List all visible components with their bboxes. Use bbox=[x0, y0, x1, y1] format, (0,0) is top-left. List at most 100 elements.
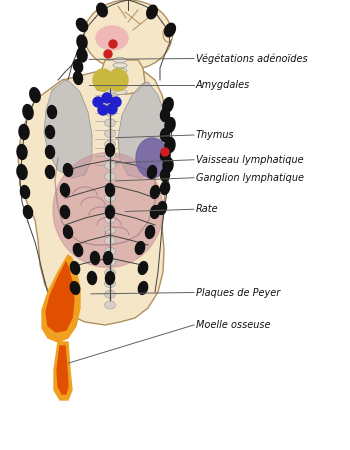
Ellipse shape bbox=[96, 26, 128, 50]
Ellipse shape bbox=[46, 126, 55, 139]
Ellipse shape bbox=[77, 35, 87, 49]
Ellipse shape bbox=[93, 69, 113, 91]
Ellipse shape bbox=[105, 237, 116, 245]
Circle shape bbox=[109, 40, 117, 48]
Ellipse shape bbox=[63, 225, 72, 238]
Circle shape bbox=[107, 104, 117, 114]
Ellipse shape bbox=[74, 72, 83, 85]
Polygon shape bbox=[42, 255, 80, 342]
Ellipse shape bbox=[105, 144, 114, 157]
Text: Vaisseau lymphatique: Vaisseau lymphatique bbox=[196, 155, 304, 165]
Text: Plaques de Peyer: Plaques de Peyer bbox=[196, 288, 280, 297]
Ellipse shape bbox=[161, 129, 169, 141]
Ellipse shape bbox=[105, 205, 116, 212]
Ellipse shape bbox=[46, 145, 55, 158]
Ellipse shape bbox=[113, 63, 127, 68]
Ellipse shape bbox=[105, 98, 116, 105]
Ellipse shape bbox=[105, 87, 116, 94]
Ellipse shape bbox=[163, 26, 173, 42]
Ellipse shape bbox=[88, 271, 97, 284]
Ellipse shape bbox=[165, 117, 175, 132]
Ellipse shape bbox=[161, 108, 169, 122]
Ellipse shape bbox=[105, 130, 116, 138]
Circle shape bbox=[93, 97, 103, 107]
Ellipse shape bbox=[105, 194, 116, 202]
Ellipse shape bbox=[160, 181, 169, 194]
Ellipse shape bbox=[113, 90, 127, 94]
Ellipse shape bbox=[105, 151, 116, 159]
Ellipse shape bbox=[91, 252, 99, 265]
Ellipse shape bbox=[76, 18, 88, 32]
Text: Moelle osseuse: Moelle osseuse bbox=[196, 320, 271, 330]
Polygon shape bbox=[54, 342, 72, 400]
Ellipse shape bbox=[146, 225, 155, 238]
Text: Thymus: Thymus bbox=[196, 130, 235, 140]
Ellipse shape bbox=[161, 148, 169, 162]
Ellipse shape bbox=[138, 282, 148, 294]
Ellipse shape bbox=[165, 138, 175, 153]
Ellipse shape bbox=[23, 104, 33, 119]
Ellipse shape bbox=[113, 84, 127, 89]
Circle shape bbox=[104, 50, 112, 58]
Ellipse shape bbox=[105, 119, 116, 127]
Ellipse shape bbox=[164, 23, 175, 37]
Ellipse shape bbox=[163, 158, 173, 172]
Ellipse shape bbox=[17, 165, 27, 180]
Polygon shape bbox=[46, 262, 74, 332]
Ellipse shape bbox=[105, 290, 116, 298]
Ellipse shape bbox=[77, 48, 87, 62]
Ellipse shape bbox=[147, 5, 157, 19]
Text: Amygdales: Amygdales bbox=[196, 80, 250, 90]
Ellipse shape bbox=[158, 202, 167, 215]
Ellipse shape bbox=[105, 226, 116, 234]
Ellipse shape bbox=[105, 279, 116, 288]
Ellipse shape bbox=[61, 184, 70, 197]
Polygon shape bbox=[118, 82, 166, 178]
Ellipse shape bbox=[113, 68, 127, 73]
Polygon shape bbox=[44, 80, 92, 178]
Polygon shape bbox=[97, 60, 145, 94]
Text: Rate: Rate bbox=[196, 204, 219, 214]
Text: Ganglion lymphatique: Ganglion lymphatique bbox=[196, 173, 304, 183]
Text: Végétations adénoïdes: Végétations adénoïdes bbox=[196, 53, 308, 64]
Ellipse shape bbox=[105, 172, 116, 180]
Circle shape bbox=[111, 97, 121, 107]
Ellipse shape bbox=[113, 79, 127, 84]
Polygon shape bbox=[57, 346, 68, 394]
Ellipse shape bbox=[74, 59, 83, 72]
Ellipse shape bbox=[105, 258, 116, 266]
Ellipse shape bbox=[105, 206, 114, 219]
Ellipse shape bbox=[105, 248, 116, 256]
Ellipse shape bbox=[108, 69, 128, 91]
Ellipse shape bbox=[53, 153, 163, 267]
Ellipse shape bbox=[147, 166, 156, 179]
Ellipse shape bbox=[135, 242, 145, 254]
Circle shape bbox=[102, 93, 112, 103]
Ellipse shape bbox=[150, 206, 160, 218]
Ellipse shape bbox=[113, 73, 127, 78]
Ellipse shape bbox=[70, 261, 80, 274]
Ellipse shape bbox=[105, 215, 116, 223]
Ellipse shape bbox=[136, 138, 168, 178]
Ellipse shape bbox=[105, 271, 114, 284]
Ellipse shape bbox=[19, 125, 29, 140]
Ellipse shape bbox=[104, 252, 112, 265]
Ellipse shape bbox=[105, 76, 116, 84]
Ellipse shape bbox=[105, 269, 116, 277]
Ellipse shape bbox=[105, 184, 114, 197]
Ellipse shape bbox=[84, 0, 172, 70]
Ellipse shape bbox=[63, 163, 72, 176]
Ellipse shape bbox=[161, 168, 169, 181]
Ellipse shape bbox=[17, 144, 27, 159]
Polygon shape bbox=[18, 70, 170, 325]
Ellipse shape bbox=[105, 162, 116, 170]
Ellipse shape bbox=[105, 108, 116, 116]
Ellipse shape bbox=[150, 185, 160, 198]
Ellipse shape bbox=[23, 206, 33, 218]
Ellipse shape bbox=[97, 3, 107, 17]
Ellipse shape bbox=[105, 301, 116, 309]
Ellipse shape bbox=[70, 282, 80, 294]
Circle shape bbox=[98, 105, 108, 115]
Ellipse shape bbox=[138, 261, 148, 274]
Ellipse shape bbox=[48, 105, 56, 118]
